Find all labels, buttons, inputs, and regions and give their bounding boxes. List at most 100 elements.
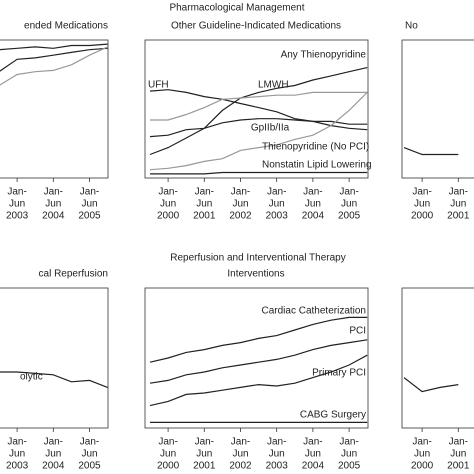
series-line [403,147,459,156]
plot-frame [0,287,109,429]
x-tick-label: Jan- [158,437,177,448]
series-line [0,371,108,388]
x-tick-label: Jan- [303,437,322,448]
x-tick-label: Jun [196,449,212,460]
x-tick-label: 2002 [229,211,252,222]
x-tick-label: Jun [414,449,430,460]
x-tick-label: Jan- [339,437,358,448]
x-tick-label: Jan- [80,187,99,198]
x-tick-label: Jun [341,199,357,210]
x-tick-label: 2003 [266,211,289,222]
plot-frame [0,39,109,179]
x-tick-label: Jan- [195,187,214,198]
x-tick-label: Jan- [80,437,99,448]
x-tick-label: Jun [9,199,25,210]
series-line [149,316,368,363]
x-tick-label: Jun [305,199,321,210]
x-tick-label: Jan- [412,437,431,448]
x-tick-label: Jan- [412,187,431,198]
x-tick-label: Jun [160,199,176,210]
x-tick-label: Jan- [267,437,286,448]
x-tick-label: Jan- [267,187,286,198]
series-line [0,47,108,72]
series-label: Nonstatin Lipid Lowering [262,160,372,171]
panel-title: Interventions [227,269,284,280]
x-tick-label: 2003 [266,461,289,472]
plot-frame [401,287,474,429]
x-tick-label: Jan- [44,437,63,448]
panel-title: Other Guideline-Indicated Medications [171,21,341,32]
x-tick-label: 2004 [42,461,65,472]
x-tick-label: 2004 [302,211,325,222]
x-tick-label: 2004 [42,211,65,222]
x-tick-label: 2001 [193,211,216,222]
x-tick-label: 2000 [157,211,180,222]
x-tick-label: Jun [269,199,285,210]
section-title: Pharmacological Management [169,3,304,14]
x-tick-label: Jan- [7,437,26,448]
series-line [149,67,368,156]
series-label: Cardiac Catheterization [262,306,367,317]
x-tick-label: Jun [269,449,285,460]
series-line [149,354,368,407]
x-tick-label: Jan- [303,187,322,198]
x-tick-label: Jan- [449,187,468,198]
x-tick-label: 2001 [447,461,470,472]
series-line [403,377,459,393]
x-tick-label: Jan- [339,187,358,198]
x-tick-label: 2002 [229,461,252,472]
series-label: PCI [349,326,366,337]
x-tick-label: Jan- [231,437,250,448]
x-tick-label: Jan- [44,187,63,198]
x-tick-label: 2000 [411,211,434,222]
x-tick-label: 2005 [338,461,361,472]
x-tick-label: 2003 [6,461,29,472]
panel-title: No [405,21,418,32]
x-tick-label: Jun [341,449,357,460]
x-tick-label: Jun [450,449,466,460]
series-line [149,118,368,138]
x-tick-label: Jan- [449,437,468,448]
series-label: UFH [148,80,169,91]
series-label: Thienopyridine (No PCI) [262,142,369,153]
series-label: CABG Surgery [300,410,366,421]
x-tick-label: 2001 [193,461,216,472]
x-tick-label: Jun [81,199,97,210]
plot-frame [144,287,369,429]
series-line [0,43,108,51]
x-tick-label: 2000 [157,461,180,472]
x-tick-label: Jun [45,199,61,210]
x-tick-label: Jun [450,199,466,210]
x-tick-label: Jun [414,199,430,210]
series-line [0,46,108,86]
series-label: LMWH [258,80,289,91]
x-tick-label: Jun [232,449,248,460]
x-tick-label: 2005 [78,461,101,472]
x-tick-label: Jun [160,449,176,460]
x-tick-label: 2001 [447,211,470,222]
series-line [150,171,368,175]
x-tick-label: Jun [45,449,61,460]
panel-title: cal Reperfusion [39,269,108,280]
plot-frame [401,39,474,179]
x-tick-label: 2000 [411,461,434,472]
section-title: Reperfusion and Interventional Therapy [170,253,345,264]
series-line [149,339,368,384]
series-line [150,91,368,121]
series-label: GpIIb/IIa [251,123,290,134]
x-tick-label: 2004 [302,461,325,472]
x-tick-label: Jan- [231,187,250,198]
x-tick-label: 2003 [6,211,29,222]
x-tick-label: Jan- [7,187,26,198]
x-tick-label: 2005 [78,211,101,222]
x-tick-label: Jan- [158,187,177,198]
panel-title: ended Medications [24,21,108,32]
plot-frame [144,39,369,179]
x-tick-label: 2005 [338,211,361,222]
series-line [149,91,368,171]
x-tick-label: Jun [196,199,212,210]
series-label: Primary PCI [312,368,366,379]
series-label: Any Thienopyridine [281,50,367,61]
x-tick-label: Jan- [195,437,214,448]
